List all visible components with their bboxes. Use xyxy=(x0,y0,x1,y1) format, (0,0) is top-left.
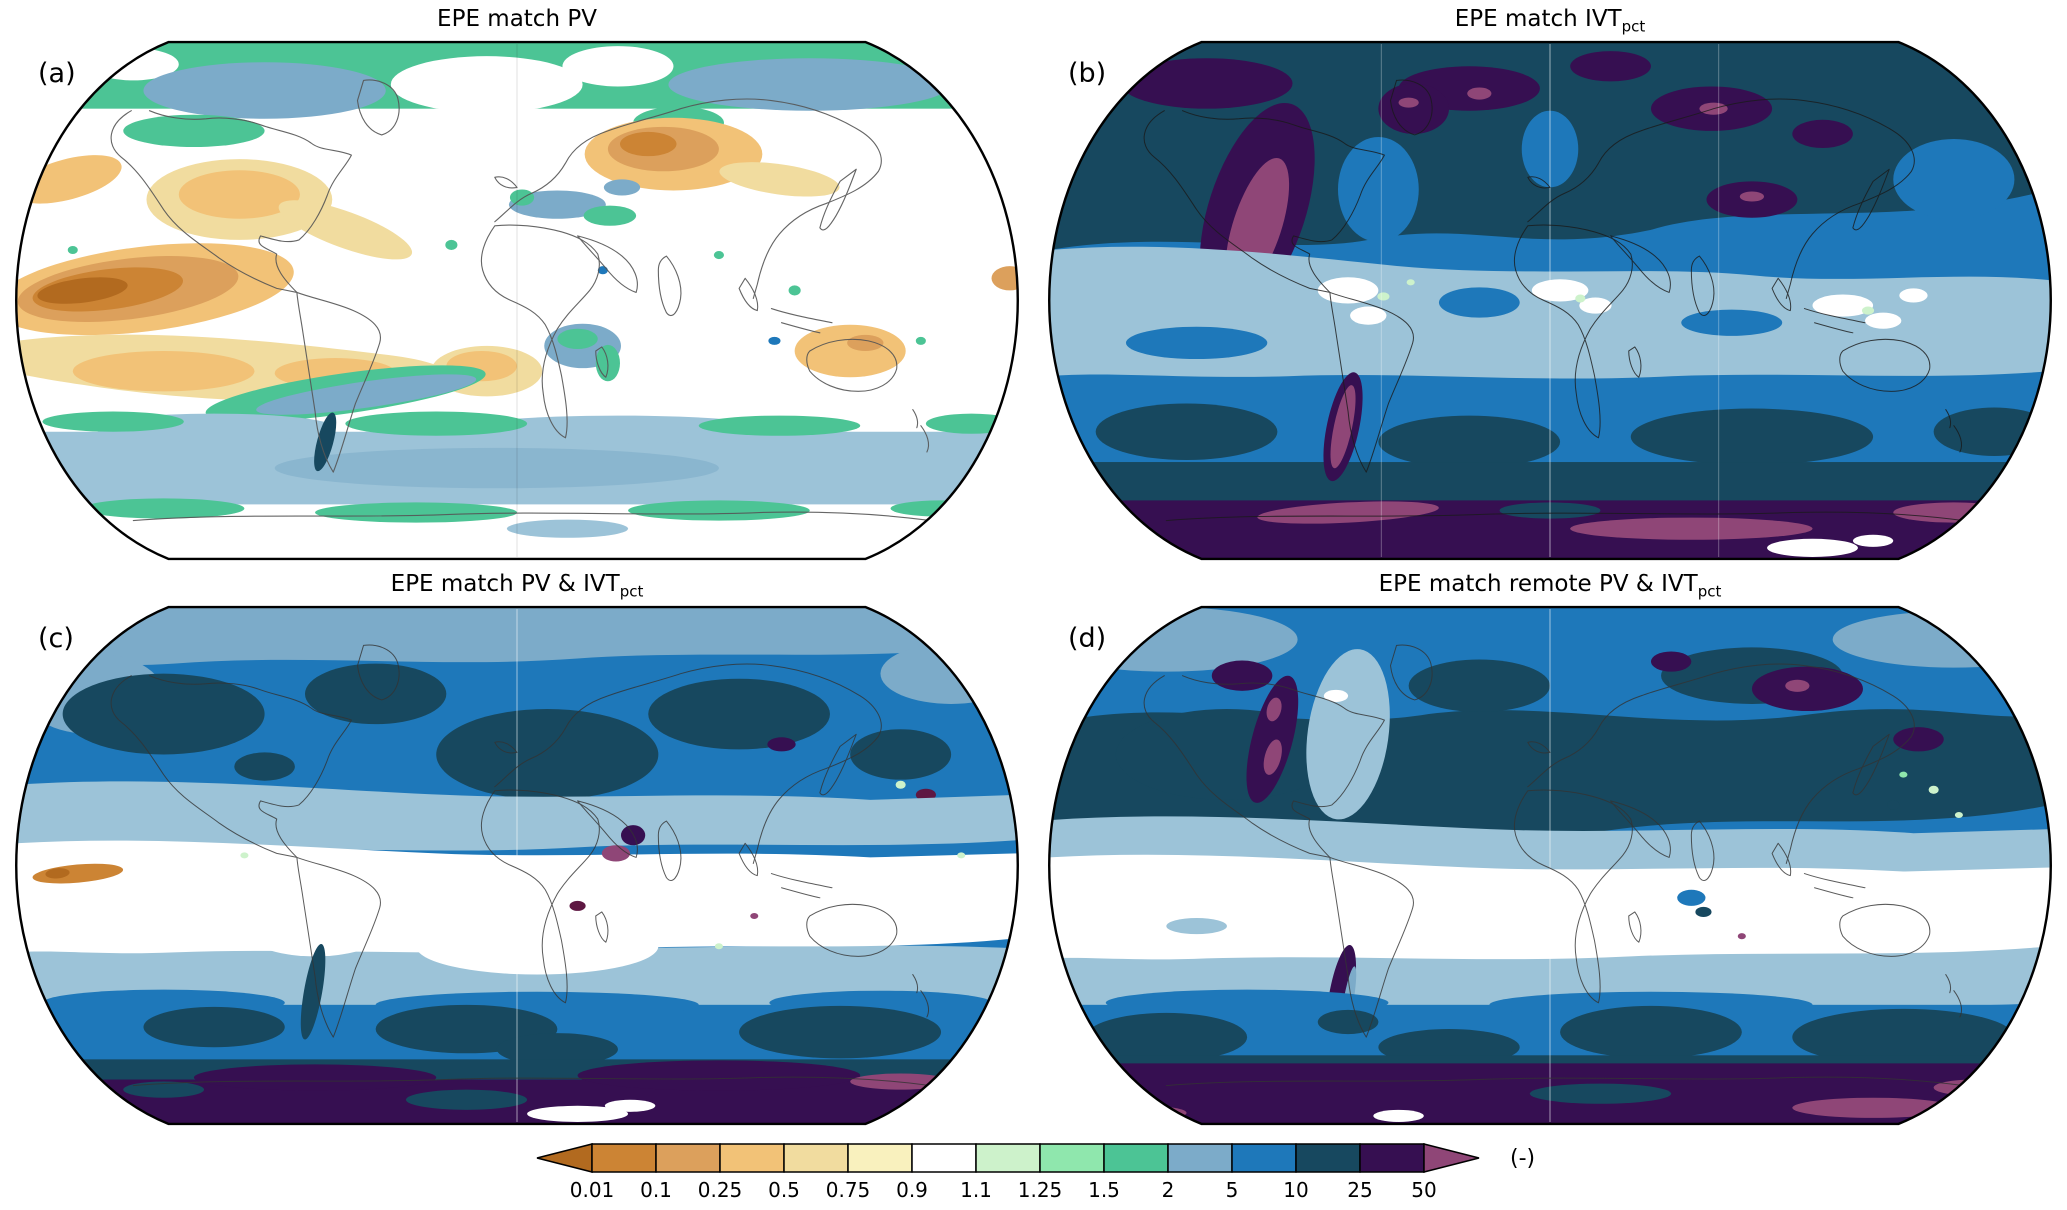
colorbar-segment xyxy=(1295,1143,1361,1173)
colorbar: 0.01 0.1 0.25 0.5 0.75 0.9 1.1 1.25 1.5 … xyxy=(536,1143,1480,1202)
colorbar-tick-label: 10 xyxy=(1283,1178,1308,1202)
colorbar-tick-label: 50 xyxy=(1411,1178,1436,1202)
colorbar-segment xyxy=(783,1143,849,1173)
colorbar-tick-label: 25 xyxy=(1347,1178,1372,1202)
colorbar-segment xyxy=(1039,1143,1105,1173)
map-epe-match-remote-pv-ivt xyxy=(1048,605,2052,1126)
panel-letter-label: (c) xyxy=(38,623,74,654)
map-fill-layer xyxy=(1049,42,2051,559)
map-epe-match-ivt xyxy=(1048,40,2052,561)
colorbar-tick-label: 0.01 xyxy=(570,1178,615,1202)
colorbar-segment xyxy=(1359,1143,1425,1173)
colorbar-tick-label: 0.25 xyxy=(698,1178,743,1202)
colorbar-tick-label: 1.5 xyxy=(1088,1178,1120,1202)
colorbar-tick-label: 5 xyxy=(1226,1178,1239,1202)
map-epe-match-pv xyxy=(15,40,1019,561)
colorbar-segment xyxy=(911,1143,977,1173)
colorbar-right-arrow xyxy=(1423,1143,1480,1173)
colorbar-tick-label: 0.75 xyxy=(826,1178,871,1202)
colorbar-segment xyxy=(847,1143,913,1173)
panel-letter-label: (b) xyxy=(1068,58,1107,89)
colorbar-left-arrow xyxy=(536,1143,593,1173)
colorbar-tick-label: 1.1 xyxy=(960,1178,992,1202)
map-epe-match-pv-ivt xyxy=(15,605,1019,1126)
colorbar-segment xyxy=(1231,1143,1297,1173)
panel-title-subscript: pct xyxy=(1697,582,1722,601)
colorbar-segment xyxy=(655,1143,721,1173)
map-fill-layer xyxy=(16,607,1018,1124)
panel-title-subscript: pct xyxy=(1621,17,1646,36)
map-fill-layer xyxy=(16,42,1018,559)
panel-title-subscript: pct xyxy=(619,582,644,601)
panel-title-text: EPE match remote PV & IVT xyxy=(1378,571,1698,597)
colorbar-tick-label: 2 xyxy=(1162,1178,1175,1202)
panel-a-title: EPE match PV xyxy=(12,6,1022,36)
colorbar-segment xyxy=(591,1143,657,1173)
colorbar-segment xyxy=(719,1143,785,1173)
panel-title-text: EPE match PV & IVT xyxy=(390,571,620,597)
panel-d-title: EPE match remote PV & IVTpct xyxy=(1045,571,2055,601)
colorbar-unit-label: (-) xyxy=(1510,1146,1536,1171)
colorbar-segment xyxy=(1167,1143,1233,1173)
map-fill-layer xyxy=(1049,607,2051,1124)
panel-letter-label: (d) xyxy=(1068,623,1107,654)
colorbar-segment xyxy=(975,1143,1041,1173)
colorbar-tick-label: 0.1 xyxy=(640,1178,672,1202)
colorbar-tick-label: 0.9 xyxy=(896,1178,928,1202)
colorbar-segment xyxy=(1103,1143,1169,1173)
panel-title-text: EPE match PV xyxy=(437,6,597,32)
colorbar-tick-label: 1.25 xyxy=(1018,1178,1063,1202)
panel-c-title: EPE match PV & IVTpct xyxy=(12,571,1022,601)
panel-title-text: EPE match IVT xyxy=(1454,6,1622,32)
colorbar-tick-label: 0.5 xyxy=(768,1178,800,1202)
panel-letter-label: (a) xyxy=(38,58,76,89)
panel-b-title: EPE match IVTpct xyxy=(1045,6,2055,36)
